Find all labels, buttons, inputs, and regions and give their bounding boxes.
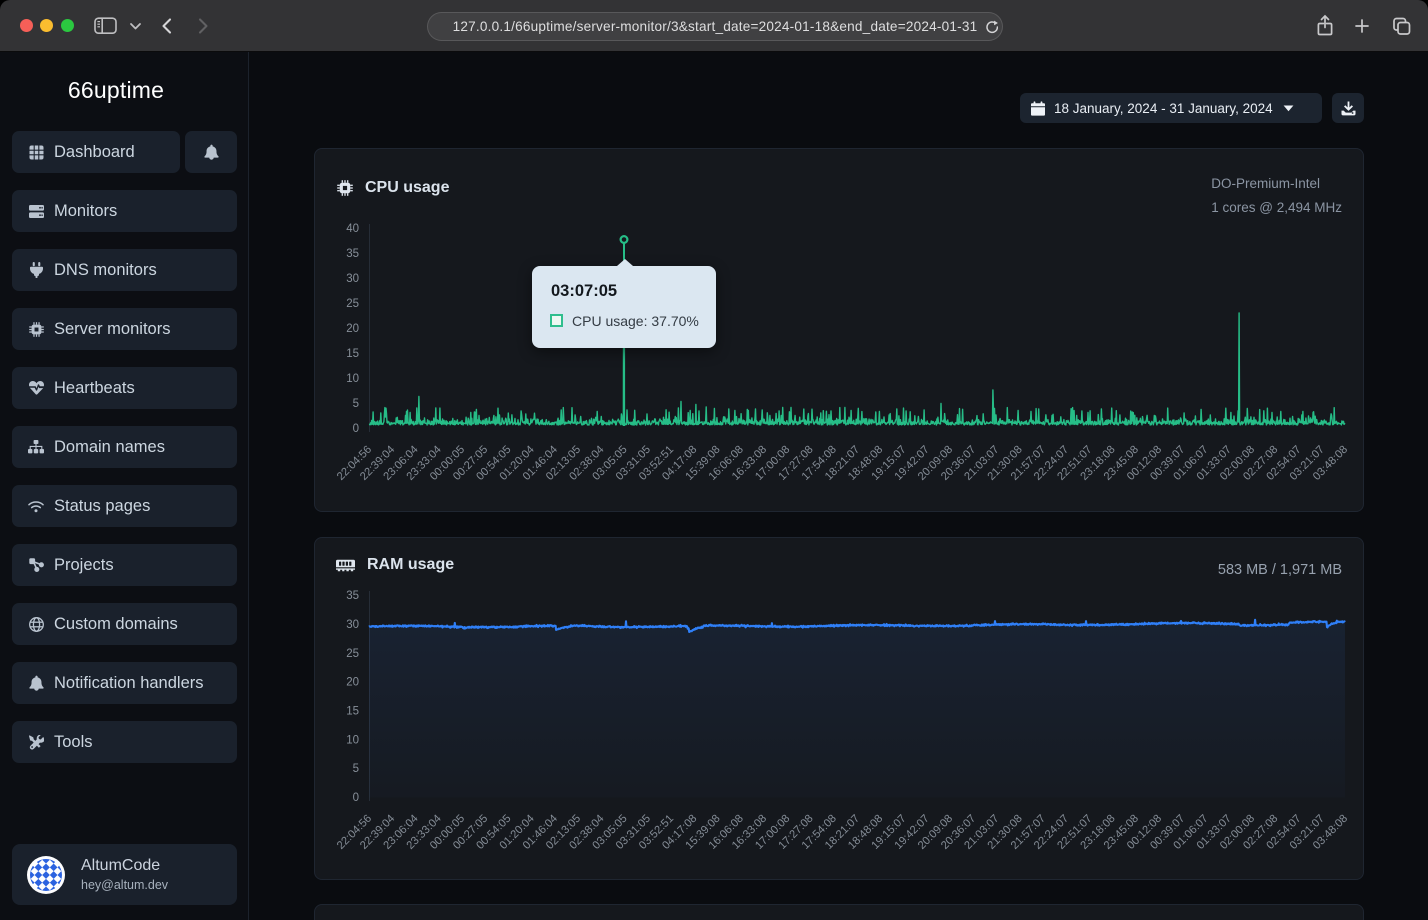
svg-text:25: 25 [346,298,359,310]
svg-text:15: 15 [346,348,359,360]
svg-text:25: 25 [346,648,359,660]
svg-text:5: 5 [353,763,359,775]
svg-text:0: 0 [353,423,359,435]
svg-text:40: 40 [346,223,359,235]
svg-text:0: 0 [353,792,359,804]
svg-text:10: 10 [346,373,359,385]
svg-text:5: 5 [353,398,359,410]
svg-text:30: 30 [346,273,359,285]
svg-text:10: 10 [346,734,359,746]
svg-text:20: 20 [346,677,359,689]
svg-text:15: 15 [346,706,359,718]
svg-text:35: 35 [346,248,359,260]
svg-text:30: 30 [346,619,359,631]
svg-text:20: 20 [346,323,359,335]
svg-text:35: 35 [346,590,359,602]
